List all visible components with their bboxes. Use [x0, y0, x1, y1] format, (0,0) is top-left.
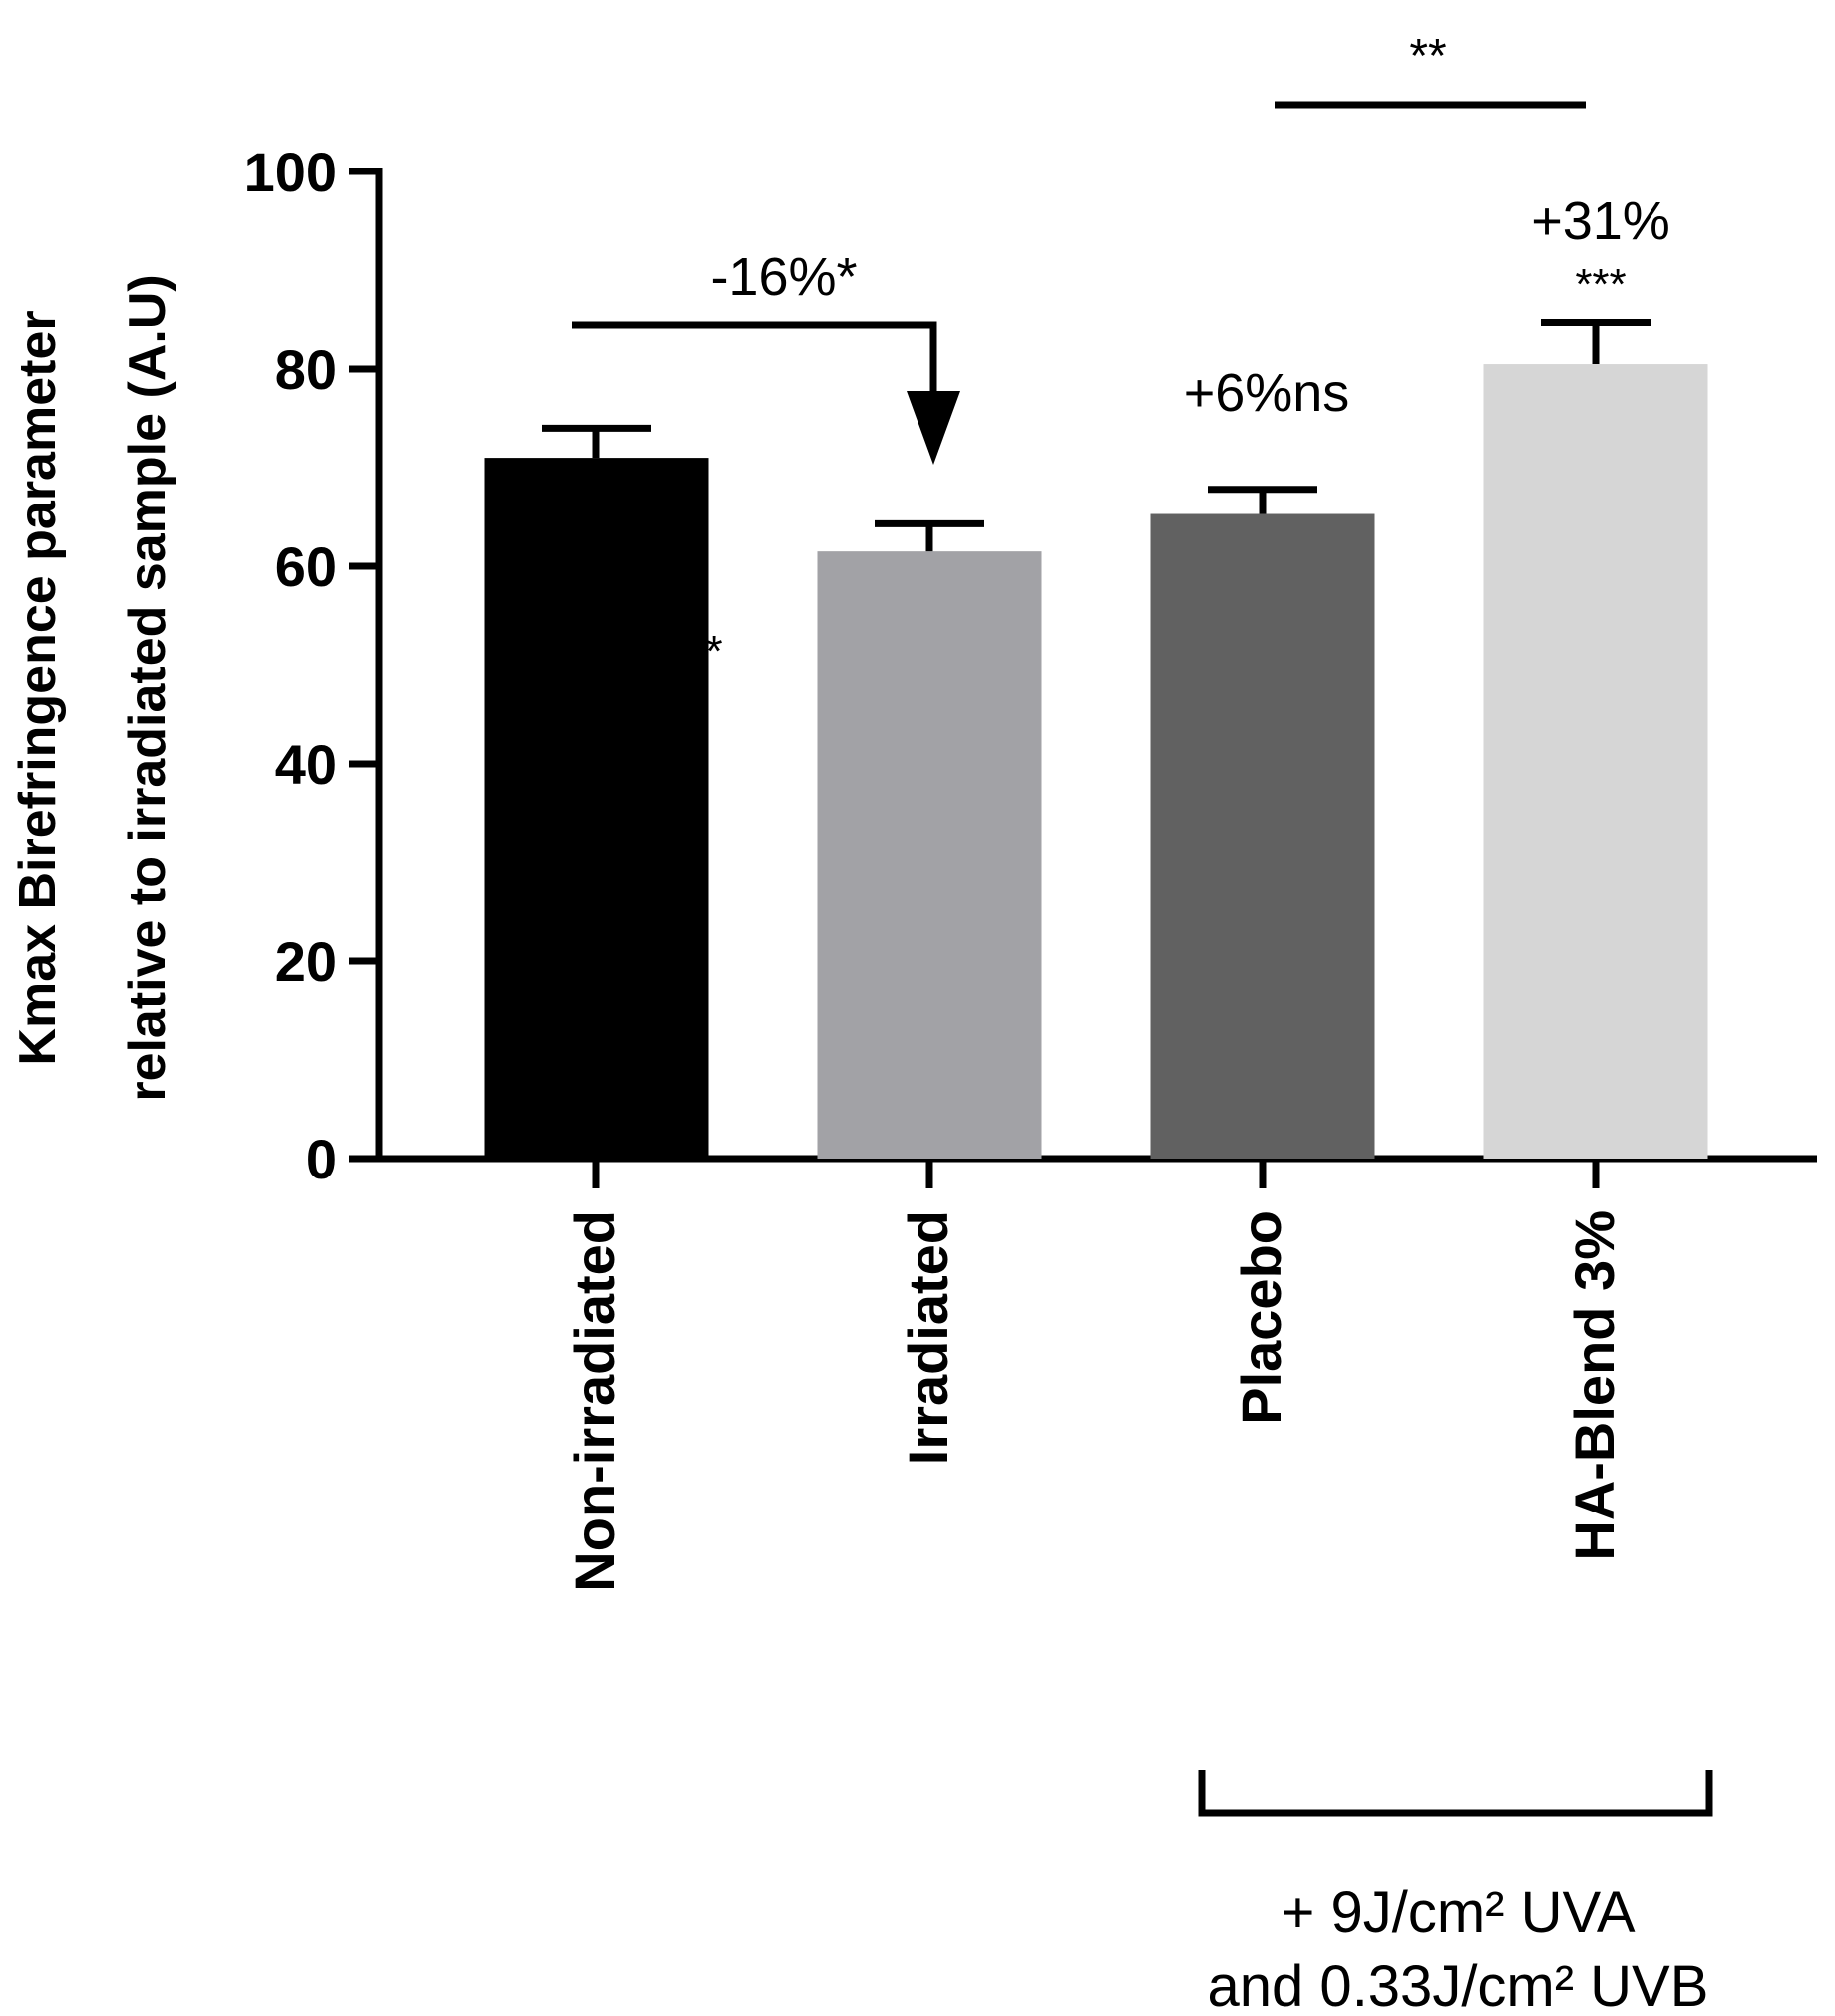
- stray-asterisk-mark: *: [705, 627, 722, 676]
- y-tick-label-60: 60: [275, 535, 337, 598]
- y-tick-label-100: 100: [244, 141, 337, 203]
- y-axis-title-line-1: Kmax Birefringence parameter: [9, 310, 67, 1065]
- placebo-change-label: +6%ns: [1184, 363, 1350, 423]
- uv-treatment-label-line-2: and 0.33J/cm² UVB: [1208, 1954, 1709, 2016]
- bar-irradiated: [817, 551, 1042, 1159]
- y-axis-title-line-2: relative to irradiated sample (A.U): [119, 274, 177, 1101]
- irradiated-comparison-arrow-line: [572, 321, 937, 397]
- irradiated-change-label: -16%*: [710, 247, 857, 307]
- x-tick-label-irradiated: Irradiated: [897, 1210, 959, 1465]
- x-tick-label-non-irradiated: Non-irradiated: [563, 1210, 626, 1592]
- uv-treatment-group-bracket: [1198, 1770, 1713, 1817]
- x-tick-label-placebo: Placebo: [1230, 1210, 1292, 1425]
- ha-significance-label: ***: [1575, 260, 1626, 309]
- ha-change-label: +31%: [1531, 191, 1670, 251]
- y-tick-label-40: 40: [275, 733, 337, 796]
- y-tick-label-0: 0: [306, 1128, 337, 1190]
- bar-ha-blend-3: [1483, 364, 1708, 1159]
- uv-treatment-label-line-1: + 9J/cm² UVA: [1281, 1880, 1635, 1945]
- bar-placebo: [1150, 513, 1375, 1159]
- plot-area: 0 20 40 60 80 100 Non-irradiated Irradiated Plac…: [244, 141, 1817, 1592]
- y-tick-label-80: 80: [275, 338, 337, 401]
- y-tick-label-20: 20: [275, 930, 337, 993]
- x-tick-label-ha-blend-3: HA-Blend 3%: [1563, 1210, 1626, 1561]
- bar-non-irradiated: [484, 458, 709, 1160]
- irradiated-comparison-arrowhead: [907, 391, 960, 465]
- placebo-vs-ha-significance-label: **: [1409, 30, 1446, 83]
